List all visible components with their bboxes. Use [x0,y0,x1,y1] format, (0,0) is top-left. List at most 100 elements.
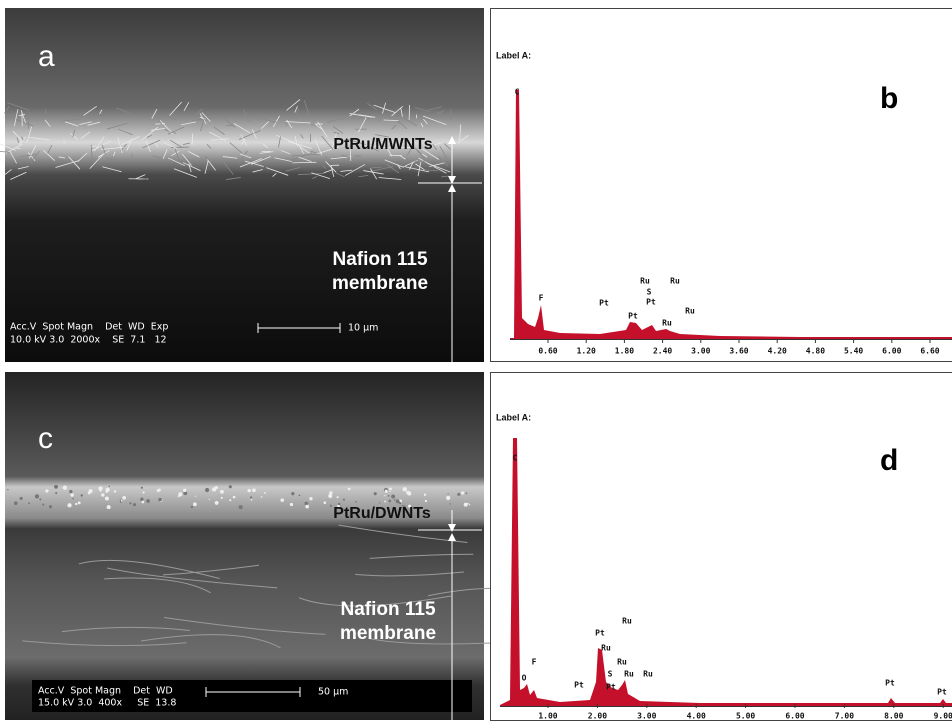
fiber [373,104,396,113]
grain [289,502,294,507]
info-header: Acc.V Spot Magn Det WD Exp [10,322,168,333]
fiber [430,142,441,146]
grain [13,501,18,506]
fiber [322,165,327,170]
crease [369,553,474,559]
fiber [386,164,400,174]
fiber [183,102,190,112]
grain [67,503,72,508]
grain [72,497,74,500]
fiber [371,166,383,169]
fiber [326,117,346,123]
grain [75,502,78,506]
grain [461,491,465,495]
fiber [266,167,289,176]
fiber [278,136,281,148]
fiber [422,148,440,160]
fibers [0,99,469,181]
x-tick-label: 4.20 [768,347,787,356]
sem-image-c [5,372,484,720]
grain [391,494,396,499]
fiber [340,154,351,159]
fiber [55,160,79,168]
peak-label: Ru [685,307,695,316]
x-tick-label: 4.00 [687,712,706,721]
fiber [89,153,104,169]
fiber [18,136,26,145]
fiber [300,134,304,139]
grain [384,489,388,493]
spectrum-label: Label A: [496,50,531,60]
fiber [64,121,79,127]
grain [342,498,345,501]
fiber [260,121,270,129]
fiber [250,156,271,165]
fiber [20,154,37,157]
crease [298,595,452,607]
grain [373,492,377,496]
fiber [131,153,133,158]
grain [190,505,194,509]
peak-label: Pt [595,629,605,638]
grain [205,487,210,493]
fiber [399,158,409,168]
grain [142,491,145,494]
fiber [167,157,186,167]
fiber [340,169,353,172]
fiber [29,136,50,141]
fiber [358,175,369,178]
peak-label: Pt [628,312,638,321]
fiber [213,126,225,136]
fiber [285,121,311,124]
grain [158,488,161,492]
fiber [204,160,209,174]
fiber [91,140,111,152]
fiber [145,140,151,153]
grain [45,489,49,493]
fiber [425,169,438,172]
panel-letter: d [880,444,898,477]
fiber [349,148,352,161]
fiber [10,171,27,180]
fiber [399,155,406,160]
fiber [162,149,168,159]
fiber [363,170,384,175]
grain [80,494,84,497]
grain [347,487,351,491]
fiber [406,147,413,156]
grain [194,495,197,497]
fiber [83,105,97,116]
crease [162,564,260,576]
grain [28,502,30,505]
grain [105,490,108,493]
grain [384,500,387,503]
fiber [204,155,211,163]
fiber [58,156,66,159]
grain [158,497,162,502]
layer-label: PtRu/MWNTs [333,136,432,153]
x-tick-label: 5.00 [736,712,755,721]
fiber [9,150,17,164]
fiber [289,152,312,161]
fiber [220,115,236,128]
grain [108,485,110,488]
x-tick-label: 6.00 [882,347,901,356]
grain [467,502,469,505]
fiber [97,150,110,158]
fiber [294,106,298,113]
fiber [354,155,362,157]
x-tick-label: 1.00 [538,712,557,721]
x-tick-label: 7.00 [835,712,854,721]
fiber [241,138,246,145]
grain [54,484,58,489]
fiber [310,150,321,155]
fiber [382,102,387,114]
fiber [20,110,26,123]
fiber [409,143,423,155]
fiber [166,116,177,121]
fiber [12,130,24,142]
grain [260,496,263,498]
grain [140,497,144,501]
peak-label: Pt [937,688,947,697]
